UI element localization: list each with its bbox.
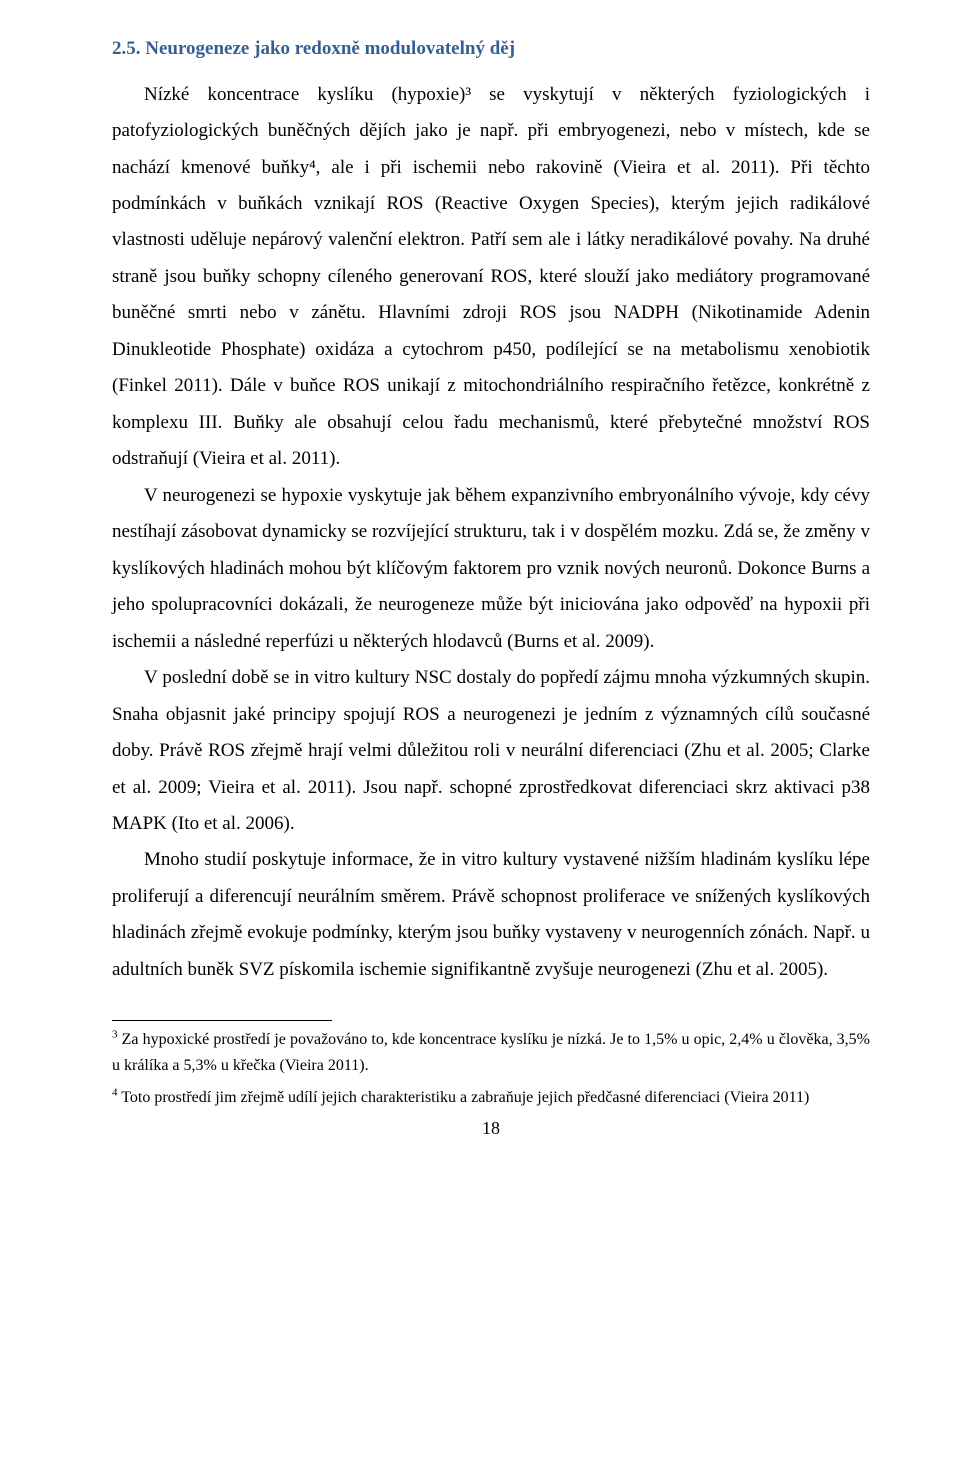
footnote-separator [112,1020,332,1021]
paragraph: Mnoho studií poskytuje informace, že in … [112,842,870,988]
footnote: 3 Za hypoxické prostředí je považováno t… [112,1027,870,1078]
footnote-marker: 3 [112,1029,118,1041]
page-number: 18 [112,1118,870,1139]
footnote-text: Toto prostředí jim zřejmě udílí jejich c… [121,1089,809,1106]
document-page: 2.5. Neurogeneze jako redoxně modulovate… [0,0,960,1457]
paragraph: Nízké koncentrace kyslíku (hypoxie)³ se … [112,77,870,478]
footnote-marker: 4 [112,1086,118,1098]
paragraph: V neurogenezi se hypoxie vyskytuje jak b… [112,478,870,660]
footnote-text: Za hypoxické prostředí je považováno to,… [112,1031,870,1074]
paragraph: V poslední době se in vitro kultury NSC … [112,660,870,842]
section-heading: 2.5. Neurogeneze jako redoxně modulovate… [112,36,870,63]
footnote: 4 Toto prostředí jim zřejmě udílí jejich… [112,1085,870,1111]
